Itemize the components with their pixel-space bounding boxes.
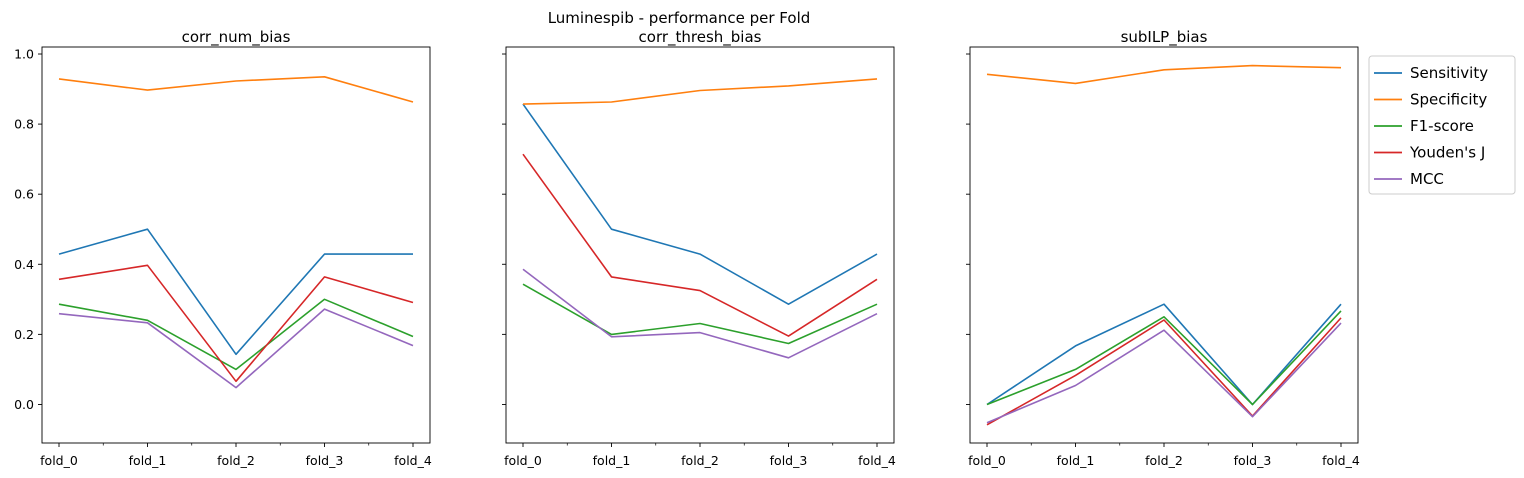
subplot-subILP_bias: subILP_bias fold_0 fold_1 fold_2 fold_3 fold_…	[966, 28, 1360, 468]
series-line-sensitivity	[522, 103, 878, 306]
series-line-youden-s-j	[522, 153, 878, 337]
series-line-sensitivity	[986, 303, 1342, 406]
legend-label: Youden's J	[1409, 144, 1485, 162]
x-tick-label: fold_3	[306, 453, 344, 468]
series-line-mcc	[58, 308, 414, 389]
x-tick-label: fold_4	[1322, 453, 1360, 468]
series-line-sensitivity	[58, 228, 413, 356]
x-tick-label: fold_2	[217, 453, 255, 468]
legend-label: MCC	[1410, 170, 1444, 188]
subplot-title: corr_num_bias	[182, 28, 291, 47]
y-tick-label: 1.0	[14, 47, 34, 62]
series-line-youden-s-j	[58, 264, 414, 383]
series-line-f1-score	[522, 283, 878, 345]
x-tick-label: fold_2	[681, 453, 719, 468]
subplot-corr_num_bias: corr_num_bias 0.0 0.2 0.4 0.6 0.8 1.0 fold_0 fol…	[14, 28, 432, 468]
legend-label: Sensitivity	[1410, 64, 1488, 82]
subplot-title: corr_thresh_bias	[639, 28, 762, 47]
series-line-f1-score	[58, 298, 414, 371]
legend-box	[1368, 55, 1516, 195]
x-tick-label: fold_0	[40, 453, 78, 468]
x-tick-label: fold_3	[770, 453, 808, 468]
x-tick-label: fold_0	[968, 453, 1006, 468]
x-tick-label: fold_1	[593, 453, 631, 468]
x-tick-label: fold_1	[129, 453, 167, 468]
x-tick-label: fold_4	[394, 453, 432, 468]
y-tick-label: 0.8	[14, 117, 34, 132]
y-tick-label: 0.0	[14, 397, 34, 412]
series-line-youden-s-j	[986, 317, 1342, 426]
series-line-mcc	[522, 268, 878, 359]
legend-label: Specificity	[1410, 91, 1487, 109]
x-tick-label: fold_1	[1057, 453, 1095, 468]
subplot-corr_thresh_bias: corr_thresh_bias fold_0 fold_1 fold_2 fold_3…	[502, 28, 896, 468]
x-tick-label: fold_3	[1234, 453, 1272, 468]
legend-label: F1-score	[1410, 117, 1474, 135]
y-tick-label: 0.2	[14, 327, 34, 342]
series-line-specificity	[58, 76, 414, 103]
legend: Sensitivity Specificity F1-score Youden's J…	[1368, 55, 1516, 195]
series-line-specificity	[522, 78, 878, 105]
series-line-mcc	[986, 322, 1342, 424]
x-tick-label: fold_2	[1145, 453, 1183, 468]
y-tick-label: 0.6	[14, 187, 34, 202]
subplot-title: subILP_bias	[1121, 28, 1208, 47]
series-line-f1-score	[986, 310, 1342, 406]
x-tick-label: fold_0	[504, 453, 542, 468]
figure-title: Luminespib - performance per Fold	[548, 9, 811, 27]
series-line-specificity	[986, 64, 1342, 85]
y-tick-label: 0.4	[14, 257, 34, 272]
x-tick-label: fold_4	[858, 453, 896, 468]
